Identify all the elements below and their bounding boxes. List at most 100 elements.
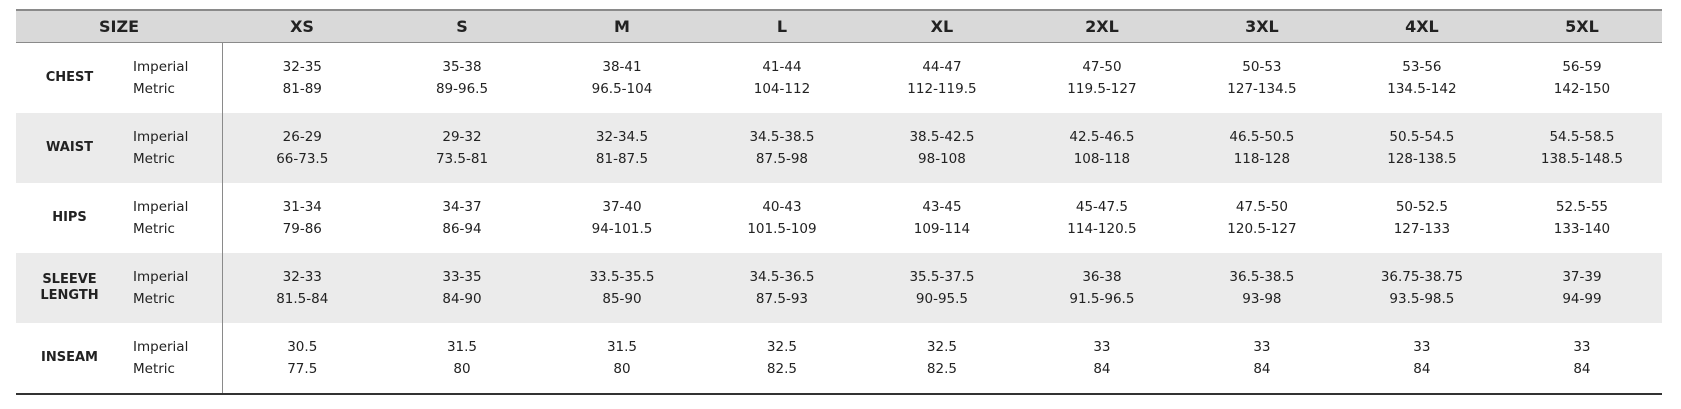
metric-value: 84 xyxy=(1573,361,1591,377)
table-body: CHEST Imperial Metric 32-35 81-89 35-38 89-96.… xyxy=(16,42,1662,395)
size-cell: 40-43 101.5-109 xyxy=(702,183,862,253)
size-cell: 26-29 66-73.5 xyxy=(222,113,382,183)
size-cell: 32-35 81-89 xyxy=(222,43,382,114)
size-heading: SIZE xyxy=(16,9,223,43)
size-cell: 54.5-58.5 138.5-148.5 xyxy=(1501,113,1662,183)
imperial-value: 41-44 xyxy=(762,59,802,75)
imperial-value: 50-52.5 xyxy=(1395,199,1448,215)
imperial-value: 50-53 xyxy=(1242,59,1282,75)
unit-label: Metric xyxy=(133,221,175,237)
imperial-value: 37-39 xyxy=(1562,269,1602,285)
size-cell: 31-34 79-86 xyxy=(222,183,382,253)
metric-value: 82.5 xyxy=(766,361,797,377)
imperial-value: 31-34 xyxy=(282,199,322,215)
size-cell: 32.5 82.5 xyxy=(701,323,862,395)
size-cell: 37-39 94-99 xyxy=(1501,253,1662,323)
imperial-value: 37-40 xyxy=(602,199,642,215)
size-cell: 32.5 82.5 xyxy=(861,323,1022,395)
size-cell: 34-37 86-94 xyxy=(382,183,542,253)
imperial-value: 53-56 xyxy=(1402,59,1442,75)
size-column-header: L xyxy=(701,9,862,43)
size-cell: 42.5-46.5 108-118 xyxy=(1021,113,1182,183)
measurement-row: HIPS Imperial Metric 31-34 79-86 34-37 86-94 37… xyxy=(16,183,1662,253)
imperial-value: 29-32 xyxy=(442,129,482,145)
metric-value: 80 xyxy=(453,361,471,377)
size-column-header: 5XL xyxy=(1501,9,1662,43)
imperial-value: 34.5-36.5 xyxy=(749,269,815,285)
size-cell: 34.5-38.5 87.5-98 xyxy=(701,113,862,183)
size-cell: 34.5-36.5 87.5-93 xyxy=(701,253,862,323)
imperial-value: 33-35 xyxy=(442,269,482,285)
metric-value: 84 xyxy=(1253,361,1271,377)
unit-label: Metric xyxy=(133,291,175,307)
size-chart: SIZE XS S M L XL 2XL 3XL 4XL 5XL CHEST Imperial Me… xyxy=(16,9,1662,395)
metric-value: 94-101.5 xyxy=(591,221,653,237)
metric-value: 93-98 xyxy=(1242,291,1282,307)
metric-value: 85-90 xyxy=(602,291,642,307)
metric-value: 96.5-104 xyxy=(591,81,653,97)
size-cell: 33-35 84-90 xyxy=(382,253,542,323)
size-cell: 32-34.5 81-87.5 xyxy=(541,113,702,183)
size-cell: 32-33 81.5-84 xyxy=(222,253,382,323)
imperial-value: 38.5-42.5 xyxy=(909,129,975,145)
metric-value: 80 xyxy=(613,361,631,377)
metric-value: 114-120.5 xyxy=(1067,221,1137,237)
metric-value: 93.5-98.5 xyxy=(1389,291,1455,307)
imperial-value: 33 xyxy=(1253,339,1271,355)
imperial-value: 43-45 xyxy=(922,199,962,215)
metric-value: 81-87.5 xyxy=(595,151,649,167)
imperial-value: 33 xyxy=(1573,339,1591,355)
imperial-value: 38-41 xyxy=(602,59,642,75)
size-cell: 30.5 77.5 xyxy=(222,323,382,395)
unit-label: Metric xyxy=(133,81,175,97)
imperial-value: 32.5 xyxy=(766,339,797,355)
size-cell: 53-56 134.5-142 xyxy=(1342,43,1502,114)
imperial-value: 26-29 xyxy=(282,129,322,145)
size-cell: 35-38 89-96.5 xyxy=(382,43,542,114)
imperial-value: 44-47 xyxy=(922,59,962,75)
metric-value: 66-73.5 xyxy=(276,151,329,167)
size-cell: 45-47.5 114-120.5 xyxy=(1022,183,1182,253)
measurement-row: WAIST Imperial Metric 26-29 66-73.5 29-32 73.5… xyxy=(16,113,1662,183)
size-column-header: 2XL xyxy=(1021,9,1182,43)
unit-label: Imperial xyxy=(133,339,189,355)
measurement-label: CHEST xyxy=(45,70,94,85)
header-row: SIZE XS S M L XL 2XL 3XL 4XL 5XL xyxy=(16,9,1662,43)
metric-value: 138.5-148.5 xyxy=(1540,151,1624,167)
unit-labels: Imperial Metric xyxy=(123,183,223,253)
metric-value: 90-95.5 xyxy=(915,291,968,307)
imperial-value: 45-47.5 xyxy=(1075,199,1128,215)
imperial-value: 32-35 xyxy=(282,59,322,75)
imperial-value: 33 xyxy=(1093,339,1111,355)
size-cell: 47.5-50 120.5-127 xyxy=(1182,183,1342,253)
imperial-value: 31.5 xyxy=(446,339,478,355)
size-cell: 38.5-42.5 98-108 xyxy=(861,113,1022,183)
imperial-value: 36-38 xyxy=(1082,269,1122,285)
size-column-header: XL xyxy=(861,9,1022,43)
unit-label: Imperial xyxy=(133,269,189,285)
unit-labels: Imperial Metric xyxy=(123,253,223,323)
size-column-header: XS xyxy=(222,9,382,43)
size-cell: 33 84 xyxy=(1181,323,1342,395)
metric-value: 108-118 xyxy=(1073,151,1131,167)
size-cell: 31.5 80 xyxy=(541,323,702,395)
size-cell: 29-32 73.5-81 xyxy=(382,113,542,183)
metric-value: 94-99 xyxy=(1562,291,1602,307)
size-cell: 33 84 xyxy=(1021,323,1182,395)
size-column-header: S xyxy=(382,9,542,43)
metric-value: 84 xyxy=(1413,361,1431,377)
imperial-value: 47.5-50 xyxy=(1235,199,1288,215)
imperial-value: 34.5-38.5 xyxy=(749,129,815,145)
metric-value: 86-94 xyxy=(442,221,482,237)
metric-value: 89-96.5 xyxy=(435,81,489,97)
unit-label: Metric xyxy=(133,361,175,377)
metric-value: 87.5-98 xyxy=(755,151,809,167)
measurement-row: INSEAM Imperial Metric 30.5 77.5 31.5 80 31.5 80… xyxy=(16,323,1662,395)
imperial-value: 32-33 xyxy=(282,269,322,285)
unit-labels: Imperial Metric xyxy=(123,113,223,183)
size-cell: 36.75-38.75 93.5-98.5 xyxy=(1341,253,1502,323)
size-cell: 44-47 112-119.5 xyxy=(862,43,1022,114)
metric-value: 73.5-81 xyxy=(435,151,489,167)
size-column-header: 4XL xyxy=(1341,9,1502,43)
